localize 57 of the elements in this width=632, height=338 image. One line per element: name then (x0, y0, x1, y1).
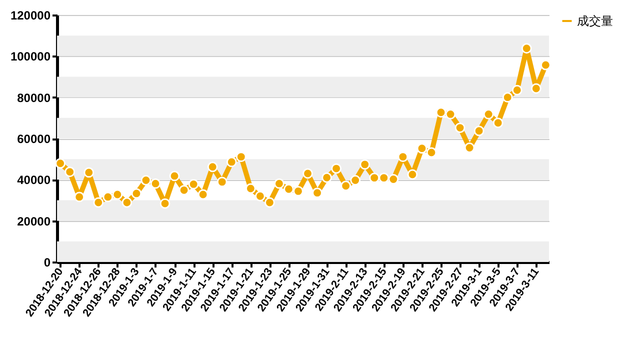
point (264, 197, 275, 208)
point (150, 178, 161, 189)
point (302, 168, 313, 179)
point (131, 188, 142, 199)
point (93, 197, 104, 208)
point (474, 126, 484, 136)
y-tick-label: 20000 (17, 214, 51, 228)
point (122, 197, 132, 208)
point (293, 186, 304, 196)
y-tick-label: 40000 (17, 173, 51, 188)
point (236, 152, 246, 162)
point (530, 83, 542, 94)
point (426, 147, 437, 158)
point (55, 158, 66, 169)
point (216, 176, 228, 188)
point (502, 92, 513, 103)
point (245, 183, 256, 194)
point (521, 43, 532, 54)
point (169, 170, 180, 182)
point (445, 109, 456, 120)
point (416, 143, 428, 154)
point (436, 107, 446, 118)
point (207, 162, 218, 172)
point (331, 163, 342, 174)
point (454, 122, 466, 134)
point (198, 189, 208, 200)
y-tick-label: 60000 (17, 132, 51, 146)
point (84, 167, 94, 178)
point (398, 152, 408, 162)
point (188, 178, 199, 190)
point (64, 166, 76, 178)
legend-label: 成交量 (577, 14, 613, 28)
point (483, 109, 494, 120)
point (407, 169, 418, 180)
point (102, 192, 114, 202)
point (340, 180, 352, 192)
point (140, 175, 152, 186)
point (540, 60, 551, 70)
point (350, 175, 361, 186)
y-tick-label: 100000 (10, 50, 51, 64)
y-tick-label: 0 (44, 256, 51, 270)
point (74, 192, 85, 202)
point (112, 189, 123, 200)
point (254, 190, 266, 202)
point (464, 142, 475, 153)
y-tick-label: 80000 (17, 90, 51, 105)
point (360, 159, 370, 170)
y-tick-label: 120000 (10, 8, 51, 22)
point (160, 198, 170, 209)
point (274, 178, 284, 189)
point (284, 184, 294, 194)
point (322, 172, 332, 183)
point (178, 184, 190, 196)
point (492, 118, 504, 128)
point (388, 174, 399, 184)
point (226, 156, 237, 168)
point (512, 84, 522, 96)
